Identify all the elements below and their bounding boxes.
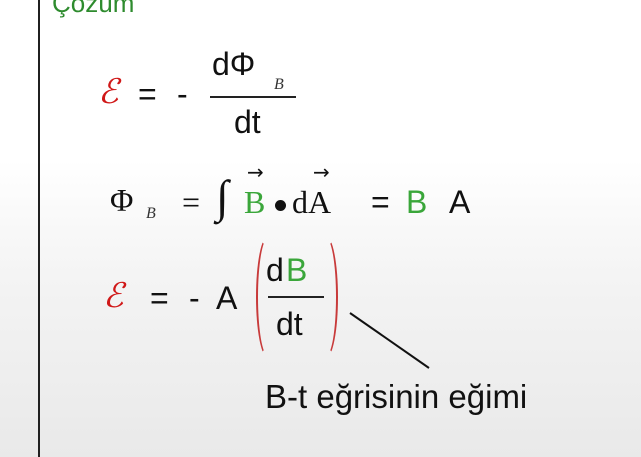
time-differential-denominator: dt [234,104,261,140]
integral-sign: ∫ [216,171,229,222]
flux-derivative-numerator: dΦ [212,46,256,82]
area-a: A [449,184,471,220]
equals-sign: = [371,184,390,220]
equals-sign: = [182,184,201,220]
area-a: A [216,280,238,316]
vector-arrow-icon: → [247,160,264,184]
left-border-line [38,0,40,457]
flux-symbol: Φ [110,182,134,218]
dot-product-icon [275,200,286,211]
fraction-bar [268,296,324,298]
equals-sign: = [150,280,169,316]
page-heading: Çözüm [52,0,135,18]
area-element-vector: dA [292,184,332,220]
magnetic-field-b: B [406,184,428,220]
right-parenthesis [314,236,338,358]
slope-annotation: B-t eğrisinin eğimi [265,378,528,415]
flux-subscript-b: B [274,76,284,93]
minus-sign: - [189,280,200,316]
left-parenthesis [256,236,280,358]
magnetic-field-vector: B [244,184,266,220]
fraction-bar [210,96,296,98]
numerator-d: d [266,252,284,288]
flux-subscript-b: B [146,205,156,222]
time-differential-denominator: dt [276,306,303,342]
emf-symbol: ℰ [103,276,124,316]
minus-sign: - [177,76,188,112]
emf-symbol: ℰ [98,72,119,112]
vector-arrow-icon: → [313,160,330,184]
numerator-b: B [286,252,308,288]
equals-sign: = [138,76,157,112]
